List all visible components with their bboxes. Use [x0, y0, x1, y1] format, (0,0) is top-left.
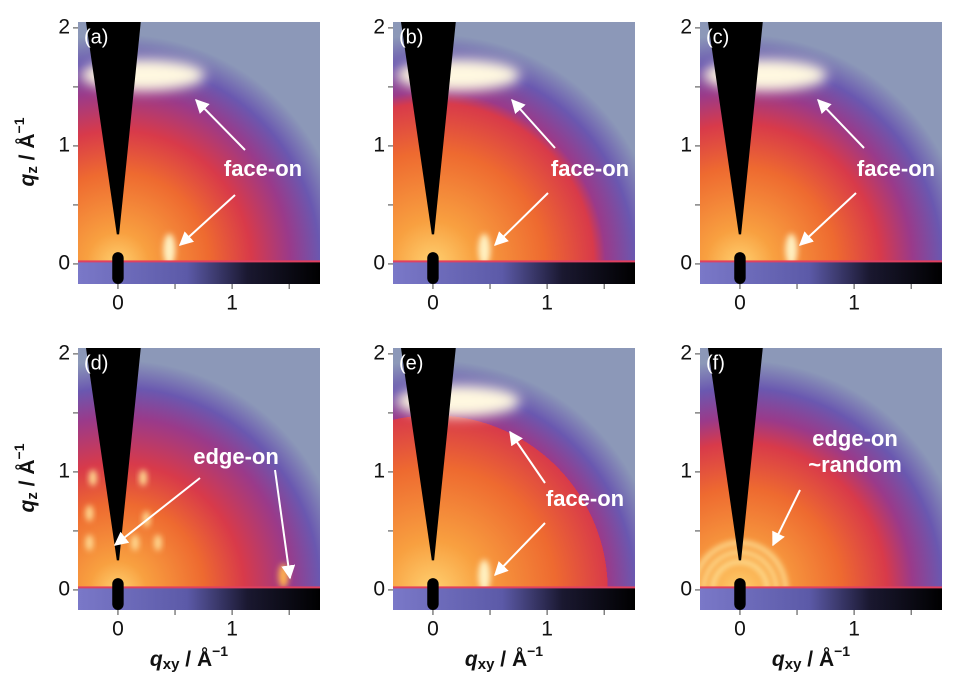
- beam-stop: [734, 252, 745, 284]
- x-tick-label: 0: [734, 618, 746, 641]
- panel: 01012(d)edge-onqz / Å−1qxy / Å−1: [11, 341, 320, 673]
- y-tick-label: 0: [373, 577, 385, 600]
- y-tick-label: 0: [373, 251, 385, 274]
- label-superscript: −1: [212, 643, 228, 659]
- y-tick-label: 2: [58, 341, 70, 364]
- panel-label: (d): [84, 352, 108, 374]
- x-tick-label: 1: [541, 618, 553, 641]
- label-superscript: −1: [834, 643, 850, 659]
- y-tick-label: 0: [58, 251, 70, 274]
- y-tick-label: 1: [373, 459, 385, 482]
- label-symbol: q: [16, 499, 39, 512]
- bright-spot: [278, 564, 288, 588]
- beam-stop: [112, 252, 123, 284]
- y-tick-label: 1: [373, 133, 385, 156]
- panel: 0 1 0 1 2 (f) edge-on~random qxy / Å−1: [680, 341, 942, 673]
- y-tick-label: 1: [58, 459, 70, 482]
- x-axis-label: qxy / Å−1: [465, 643, 543, 673]
- annotation: ~random: [808, 452, 902, 477]
- label-unit: / Å: [15, 459, 39, 492]
- y-tick-label: 2: [680, 15, 692, 38]
- label-unit: / Å: [801, 647, 834, 671]
- panel-label: (f): [706, 352, 725, 374]
- bright-spot: [85, 505, 93, 521]
- annotation: edge-on: [193, 444, 279, 469]
- panel: 0 1 0 1 2 (a) face-on qz / Å−1: [11, 15, 320, 314]
- scattering-image: [393, 22, 635, 284]
- scattering-image: [393, 348, 635, 610]
- y-axis-label: qz / Å−1: [11, 117, 41, 186]
- label-unit: / Å: [179, 647, 212, 671]
- label-subscript: z: [24, 166, 41, 174]
- y-tick-label: 2: [58, 15, 70, 38]
- figure: 01012(a)face-onqz / Å−101012(b)face-on01…: [0, 0, 957, 680]
- label-subscript: xy: [163, 656, 180, 673]
- panel-label: (a): [84, 26, 108, 48]
- y-tick-label: 1: [680, 133, 692, 156]
- bright-spot: [89, 470, 97, 486]
- x-tick-label: 1: [541, 292, 553, 315]
- y-tick-label: 0: [680, 251, 692, 274]
- label-unit: / Å: [494, 647, 527, 671]
- panel-label: (e): [399, 352, 423, 374]
- bright-spot: [139, 470, 147, 486]
- annotation: face-on: [546, 486, 624, 511]
- bright-spot: [85, 535, 93, 551]
- x-axis-label: qxy / Å−1: [772, 643, 850, 673]
- x-tick-label: 0: [112, 618, 124, 641]
- annotation: face-on: [224, 156, 302, 181]
- y-tick-label: 0: [680, 577, 692, 600]
- x-tick-label: 0: [112, 292, 124, 315]
- label-symbol: q: [16, 173, 39, 186]
- x-tick-label: 0: [427, 292, 439, 315]
- x-tick-label: 1: [848, 292, 860, 315]
- y-tick-label: 0: [58, 577, 70, 600]
- bright-spot: [131, 535, 139, 551]
- annotation: face-on: [551, 156, 629, 181]
- y-tick-label: 2: [373, 15, 385, 38]
- y-tick-label: 2: [373, 341, 385, 364]
- y-axis-label: qz / Å−1: [11, 443, 41, 512]
- x-tick-label: 1: [226, 618, 238, 641]
- label-superscript: −1: [11, 443, 27, 459]
- y-tick-label: 1: [680, 459, 692, 482]
- scattering-image: [694, 348, 942, 610]
- beam-stop: [112, 578, 123, 610]
- panel: 0 1 0 1 2 (e) face-on qxy / Å−1: [373, 341, 635, 673]
- panel: 0 1 0 1 2 (c) face-on: [680, 15, 942, 314]
- label-symbol: q: [772, 648, 785, 671]
- scattering-image: [700, 22, 942, 284]
- annotation: face-on: [857, 156, 935, 181]
- annotation: edge-on: [812, 426, 898, 451]
- panel-label: (b): [399, 26, 423, 48]
- y-tick-label: 2: [680, 341, 692, 364]
- scattering-image: [78, 22, 320, 284]
- y-tick-label: 1: [58, 133, 70, 156]
- beam-stop: [427, 252, 438, 284]
- label-superscript: −1: [11, 117, 27, 133]
- label-unit: / Å: [15, 133, 39, 166]
- beam-stop: [734, 578, 745, 610]
- bright-spot: [154, 535, 162, 551]
- label-subscript: xy: [785, 656, 802, 673]
- label-subscript: z: [24, 492, 41, 500]
- x-axis-label: qxy / Å−1: [150, 643, 228, 673]
- label-symbol: q: [465, 648, 478, 671]
- panel: 0 1 0 1 2 (b) face-on: [373, 15, 635, 314]
- x-tick-label: 1: [848, 618, 860, 641]
- label-symbol: q: [150, 648, 163, 671]
- label-superscript: −1: [527, 643, 543, 659]
- label-subscript: xy: [478, 656, 495, 673]
- x-tick-label: 0: [427, 618, 439, 641]
- x-tick-label: 0: [734, 292, 746, 315]
- panel-label: (c): [706, 26, 729, 48]
- x-tick-label: 1: [226, 292, 238, 315]
- beam-stop: [427, 578, 438, 610]
